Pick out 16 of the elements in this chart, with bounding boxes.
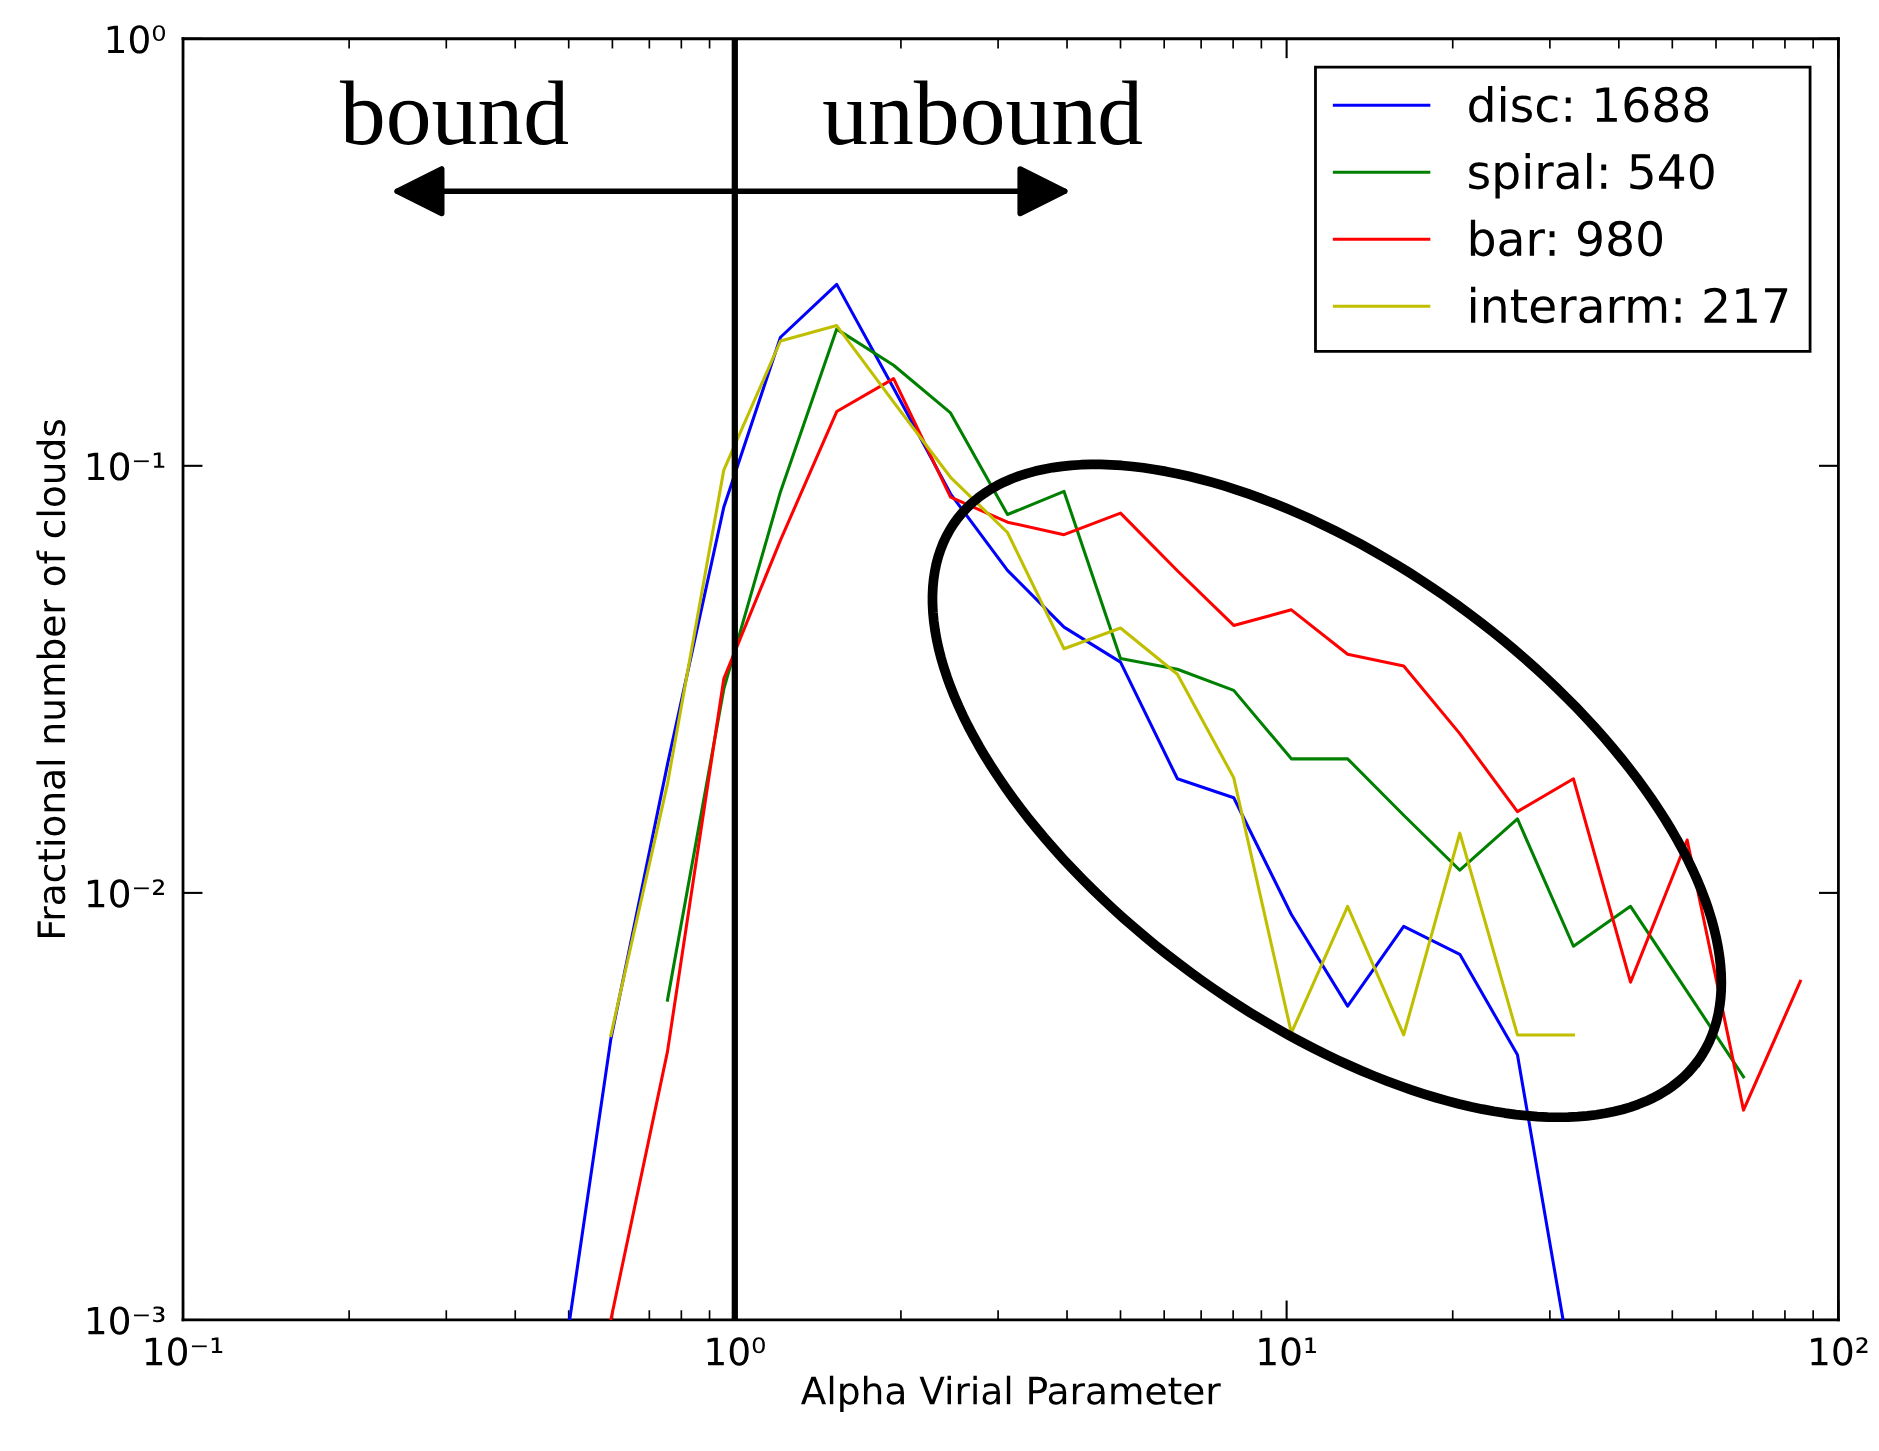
x-tick-label: 10¹ bbox=[1259, 1337, 1316, 1366]
x-axis-title: Alpha Virial Parameter bbox=[801, 1375, 1221, 1413]
legend-label: interarm: 217 bbox=[1471, 286, 1788, 324]
legend-label: spiral: 540 bbox=[1469, 152, 1714, 199]
x-tick-label: 10⁻¹ bbox=[145, 1337, 223, 1366]
legend-label: bar: 980 bbox=[1470, 219, 1663, 257]
y-tick-label: 10⁻¹ bbox=[87, 452, 165, 481]
y-tick-label: 10⁻² bbox=[87, 879, 164, 908]
annotation: bound bbox=[339, 80, 568, 145]
legend-label: disc: 1688 bbox=[1469, 85, 1709, 123]
annotation: unbound bbox=[823, 80, 1142, 145]
y-axis-title: Fractional number of clouds bbox=[36, 419, 66, 937]
y-tick-label: 10⁻³ bbox=[87, 1306, 165, 1335]
x-tick-label: 10² bbox=[1811, 1337, 1868, 1366]
x-tick-label: 10⁰ bbox=[707, 1337, 765, 1366]
y-tick-label: 10⁰ bbox=[107, 25, 166, 54]
